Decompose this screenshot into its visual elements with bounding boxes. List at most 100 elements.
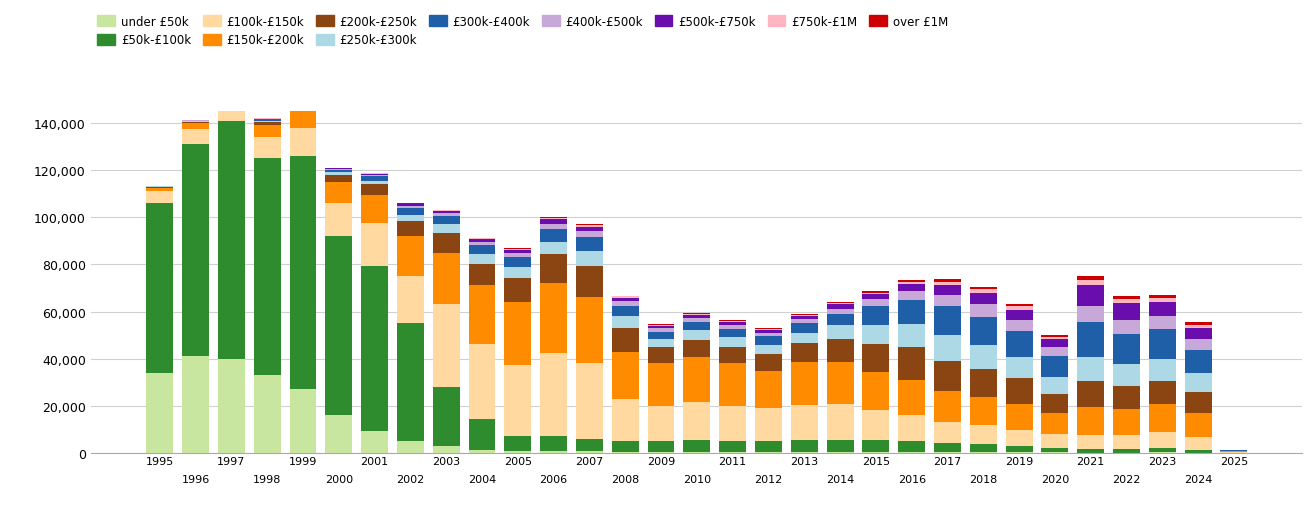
Bar [1078,322,1104,357]
Bar [505,250,531,253]
Bar [684,323,710,331]
Bar [756,371,782,408]
Bar [290,157,316,389]
Bar [1113,296,1141,299]
Bar [1148,433,1176,448]
Bar [719,338,746,347]
Bar [146,373,174,453]
Bar [397,441,424,453]
Bar [898,348,925,380]
Bar [540,436,568,451]
Bar [433,217,459,225]
Bar [863,325,889,344]
Bar [433,210,459,211]
Bar [397,276,424,324]
Bar [1148,329,1176,360]
Bar [612,441,638,452]
Bar [756,330,782,333]
Bar [970,369,997,397]
Bar [1078,357,1104,381]
Bar [146,204,174,373]
Bar [505,248,531,249]
Bar [684,358,710,403]
Bar [361,181,388,185]
Bar [290,105,316,107]
Bar [505,302,531,365]
Bar [970,426,997,444]
Bar [361,223,388,266]
Bar [791,362,818,405]
Bar [576,238,603,251]
Bar [433,212,459,214]
Bar [1113,299,1141,303]
Bar [647,441,675,452]
Bar [433,233,459,253]
Bar [863,293,889,295]
Bar [647,406,675,441]
Bar [468,419,496,450]
Bar [576,225,603,226]
Bar [898,282,925,285]
Bar [684,315,710,319]
Bar [863,295,889,300]
Bar [970,290,997,294]
Bar [826,452,853,453]
Bar [898,441,925,452]
Bar [647,339,675,347]
Bar [719,329,746,338]
Bar [540,217,568,218]
Bar [1113,334,1141,364]
Bar [934,307,960,335]
Bar [791,344,818,362]
Bar [719,321,746,322]
Bar [684,331,710,340]
Bar [934,443,960,452]
Bar [756,328,782,329]
Bar [576,267,603,298]
Bar [1006,357,1032,378]
Bar [898,324,925,348]
Bar [468,345,496,419]
Bar [898,380,925,416]
Bar [576,251,603,267]
Bar [325,204,352,237]
Bar [756,354,782,371]
Bar [397,324,424,441]
Bar [719,347,746,363]
Bar [934,422,960,443]
Bar [325,173,352,176]
Bar [325,171,352,173]
Bar [253,120,281,121]
Bar [1041,448,1069,453]
Bar [576,232,603,238]
Bar [397,204,424,205]
Bar [1041,357,1069,378]
Bar [505,451,531,453]
Bar [863,372,889,410]
Bar [863,440,889,452]
Bar [433,387,459,446]
Bar [898,416,925,441]
Bar [826,405,853,440]
Bar [505,278,531,302]
Bar [361,185,388,195]
Bar [433,305,459,387]
Bar [1148,298,1176,302]
Bar [647,324,675,325]
Bar [647,326,675,329]
Bar [468,240,496,242]
Bar [1185,328,1211,340]
Bar [183,357,209,453]
Bar [756,337,782,345]
Bar [1041,413,1069,434]
Bar [1113,303,1141,321]
Bar [970,444,997,453]
Bar [719,322,746,326]
Bar [826,440,853,452]
Bar [612,399,638,441]
Bar [826,305,853,309]
Bar [325,169,352,171]
Bar [468,255,496,264]
Bar [1006,378,1032,404]
Bar [253,376,281,453]
